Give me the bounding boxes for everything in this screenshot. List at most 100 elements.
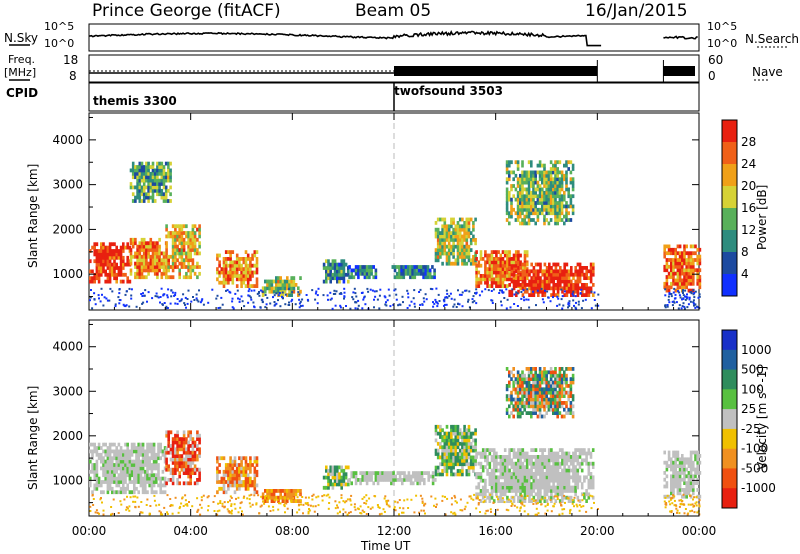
echo-cell (344, 475, 348, 480)
echo-cell (165, 224, 168, 229)
echo-cell (133, 486, 136, 491)
echo-cell (327, 266, 330, 270)
echo-cell (108, 249, 112, 253)
scatter-dot (94, 303, 97, 306)
echo-cell (445, 227, 449, 232)
echo-cell (545, 485, 549, 490)
echo-cell (676, 285, 680, 290)
echo-cell (106, 272, 110, 277)
echo-cell (534, 377, 537, 381)
echo-cell (454, 244, 458, 249)
echo-cell (681, 261, 684, 266)
echo-cell (352, 275, 356, 280)
echo-cell (138, 161, 142, 166)
echo-cell (532, 472, 536, 476)
echo-cell (508, 270, 511, 275)
echo-cell (104, 252, 107, 257)
echo-cell (128, 473, 132, 478)
echo-cell (537, 283, 540, 287)
echo-cell (409, 268, 412, 273)
echo-cell (182, 248, 186, 252)
echo-cell (503, 461, 507, 466)
echo-cell (519, 492, 522, 497)
scatter-dot (135, 305, 138, 308)
echo-cell (545, 377, 548, 381)
echo-cell (240, 456, 243, 461)
echo-cell (155, 476, 158, 481)
echo-cell (450, 445, 453, 450)
echo-cell (543, 461, 547, 466)
echo-cell (547, 401, 551, 405)
echo-cell (145, 168, 148, 173)
echo-cell (119, 456, 123, 461)
echo-cell (407, 478, 411, 482)
echo-cell (149, 244, 153, 249)
echo-cell (556, 373, 559, 378)
echo-cell (567, 458, 571, 463)
echo-cell (436, 231, 440, 235)
echo-cell (558, 160, 562, 165)
echo-cell (454, 438, 458, 443)
echo-cell (510, 279, 514, 284)
echo-region (216, 250, 259, 288)
scatter-dot (593, 291, 596, 294)
echo-cell (153, 244, 157, 249)
echo-cell (238, 263, 241, 268)
echo-cell (527, 204, 531, 209)
echo-cell (106, 252, 110, 257)
echo-cell (550, 286, 553, 291)
echo-cell (131, 237, 135, 242)
echo-cell (560, 173, 564, 178)
echo-cell (436, 258, 440, 263)
echo-cell (534, 465, 538, 469)
echo-cell (242, 456, 246, 461)
echo-cell (450, 244, 453, 249)
echo-cell (441, 224, 444, 229)
echo-cell (512, 465, 516, 469)
echo-cell (492, 475, 496, 480)
echo-cell (185, 275, 188, 280)
echo-cell (159, 449, 162, 454)
echo-cell (422, 268, 425, 273)
scatter-dot (176, 298, 179, 300)
echo-cell (104, 476, 107, 481)
echo-cell (512, 475, 516, 480)
echo-cell (521, 499, 525, 503)
echo-cell (439, 248, 442, 252)
echo-cell (268, 283, 271, 287)
echo-cell (508, 277, 511, 282)
echo-cell (587, 492, 591, 497)
echo-cell (517, 499, 520, 503)
echo-cell (547, 472, 551, 476)
echo-cell (233, 490, 237, 495)
echo-cell (365, 478, 369, 482)
echo-cell (238, 277, 241, 282)
echo-cell (683, 285, 686, 290)
echo-cell (512, 461, 516, 466)
echo-cell (240, 274, 243, 278)
echo-cell (490, 274, 494, 278)
echo-cell (519, 270, 522, 275)
echo-cell (222, 486, 226, 491)
echo-cell (536, 207, 540, 212)
echo-cell (244, 459, 248, 464)
echo-cell (244, 456, 248, 461)
echo-cell (519, 173, 522, 178)
echo-cell (115, 272, 118, 277)
echo-cell (521, 218, 524, 222)
echo-cell (552, 458, 555, 463)
echo-cell (501, 270, 505, 275)
echo-cell (140, 261, 144, 266)
echo-cell (222, 280, 226, 285)
echo-cell (113, 456, 116, 461)
echo-cell (576, 293, 580, 297)
echo-cell (240, 483, 243, 488)
echo-cell (689, 261, 693, 266)
echo-cell (416, 471, 419, 475)
echo-cell (231, 483, 235, 488)
scatter-dot (406, 289, 409, 292)
echo-cell (563, 194, 566, 199)
echo-cell (117, 476, 121, 481)
echo-cell (670, 275, 673, 279)
scatter-dot (329, 291, 332, 294)
